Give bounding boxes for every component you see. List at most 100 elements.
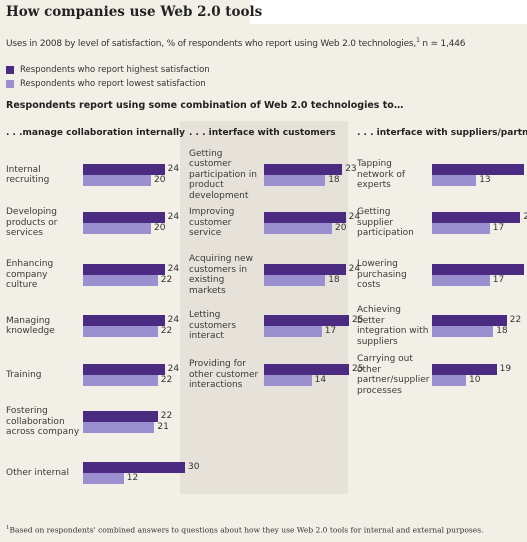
value-label-lowest: 20	[154, 175, 166, 185]
value-label-lowest: 21	[157, 422, 169, 432]
subtitle-sample-size: n = 1,446	[419, 39, 466, 49]
item-label: Providing for other customer interaction…	[189, 359, 259, 390]
bar-highest	[83, 364, 165, 375]
bar-highest	[432, 364, 497, 375]
bar-lowest	[432, 175, 477, 186]
value-label-highest: 19	[499, 364, 512, 374]
value-label-lowest: 10	[469, 375, 481, 385]
bar-lowest	[432, 375, 466, 386]
value-label-lowest: 17	[492, 275, 505, 285]
value-label-highest: 25	[352, 315, 364, 325]
value-label-highest: 24	[167, 212, 180, 222]
item-label: Managing knowledge	[6, 315, 55, 337]
item-label: Improving customer service	[189, 207, 235, 238]
bar-lowest	[83, 175, 151, 186]
item-label: Tapping network of experts	[357, 159, 406, 190]
subtitle-footnote-mark: 1	[416, 37, 420, 44]
item-label: Lowering purchasing costs	[357, 259, 407, 290]
legend-label-highest: Respondents who report highest satisfact…	[20, 65, 210, 75]
legend: Respondents who report highest satisfact…	[6, 63, 210, 91]
item-label: Carrying out other partner/supplier proc…	[357, 354, 430, 396]
legend-item-lowest: Respondents who report lowest satisfacti…	[6, 77, 210, 91]
column-title-customers: . . . interface with customers	[189, 128, 336, 138]
item-label: Getting customer participation in produc…	[189, 148, 257, 201]
value-label-lowest: 18	[496, 326, 508, 336]
bar-lowest	[83, 473, 124, 484]
bar-highest	[432, 315, 507, 326]
subtitle-text: Uses in 2008 by level of satisfaction, %…	[6, 39, 417, 49]
value-label-highest: 26	[523, 212, 527, 222]
footnote-mark: 1	[6, 525, 10, 531]
value-label-lowest: 14	[314, 375, 327, 385]
chart-intro: Respondents report using some combinatio…	[6, 100, 404, 111]
title-bar-blank	[250, 0, 527, 24]
legend-swatch-highest	[6, 66, 14, 74]
bar-lowest	[83, 422, 155, 433]
item-label: Developing products or services	[6, 207, 58, 238]
value-label-lowest: 13	[479, 175, 491, 185]
column-title-suppliers: . . . interface with suppliers/partners	[357, 128, 527, 138]
chart-title: How companies use Web 2.0 tools	[6, 4, 263, 20]
value-label-highest: 24	[167, 264, 180, 274]
value-label-lowest: 12	[126, 473, 139, 483]
bar-lowest	[83, 223, 151, 234]
item-label: Training	[6, 369, 42, 380]
bar-highest	[264, 212, 346, 223]
bar-highest	[432, 212, 521, 223]
bar-highest	[432, 164, 524, 175]
bar-lowest	[432, 223, 490, 234]
bar-highest	[83, 462, 185, 473]
bar-highest	[432, 264, 524, 275]
bar-lowest	[83, 375, 158, 386]
item-label: Achieving better integration with suppli…	[357, 305, 429, 347]
value-label-highest: 24	[348, 264, 361, 274]
bar-lowest	[264, 375, 312, 386]
bar-highest	[83, 315, 165, 326]
bar-highest	[83, 411, 158, 422]
bar-highest	[83, 212, 165, 223]
value-label-lowest: 22	[160, 326, 173, 336]
value-label-lowest: 18	[328, 175, 340, 185]
value-label-lowest: 22	[160, 375, 173, 385]
item-label: Other internal	[6, 467, 69, 478]
value-label-highest: 24	[167, 364, 180, 374]
bar-lowest	[264, 175, 326, 186]
value-label-lowest: 17	[324, 326, 337, 336]
bar-lowest	[83, 275, 158, 286]
value-label-highest: 24	[348, 212, 361, 222]
value-label-lowest: 22	[160, 275, 173, 285]
item-label: Letting customers interact	[189, 310, 237, 341]
value-label-highest: 25	[352, 364, 364, 374]
value-label-highest: 22	[160, 411, 173, 421]
bar-highest	[83, 264, 165, 275]
bar-highest	[83, 164, 165, 175]
legend-item-highest: Respondents who report highest satisfact…	[6, 63, 210, 77]
footnote-text: Based on respondents' combined answers t…	[9, 525, 484, 535]
item-label: Fostering collaboration across company	[6, 406, 80, 437]
value-label-lowest: 20	[335, 223, 347, 233]
value-label-lowest: 18	[328, 275, 340, 285]
value-label-highest: 24	[167, 164, 180, 174]
legend-swatch-lowest	[6, 80, 14, 88]
bar-highest	[264, 364, 349, 375]
value-label-highest: 24	[167, 315, 180, 325]
value-label-lowest: 20	[154, 223, 166, 233]
bar-highest	[264, 164, 343, 175]
bar-highest	[264, 315, 349, 326]
footnote: 1Based on respondents' combined answers …	[6, 525, 483, 535]
item-label: Getting supplier participation	[357, 207, 414, 238]
bar-lowest	[264, 326, 322, 337]
bar-lowest	[432, 275, 490, 286]
value-label-lowest: 17	[492, 223, 505, 233]
item-label: Acquiring new customers in existing mark…	[189, 254, 253, 296]
bar-lowest	[432, 326, 494, 337]
item-label: Internal recruiting	[6, 164, 50, 186]
legend-label-lowest: Respondents who report lowest satisfacti…	[20, 79, 206, 89]
bar-lowest	[83, 326, 158, 337]
value-label-highest: 22	[509, 315, 522, 325]
chart-subtitle: Uses in 2008 by level of satisfaction, %…	[6, 37, 521, 49]
bar-lowest	[264, 223, 332, 234]
bar-lowest	[264, 275, 326, 286]
column-title-internal: . . .manage collaboration internally	[6, 128, 185, 138]
value-label-highest: 30	[188, 462, 200, 472]
